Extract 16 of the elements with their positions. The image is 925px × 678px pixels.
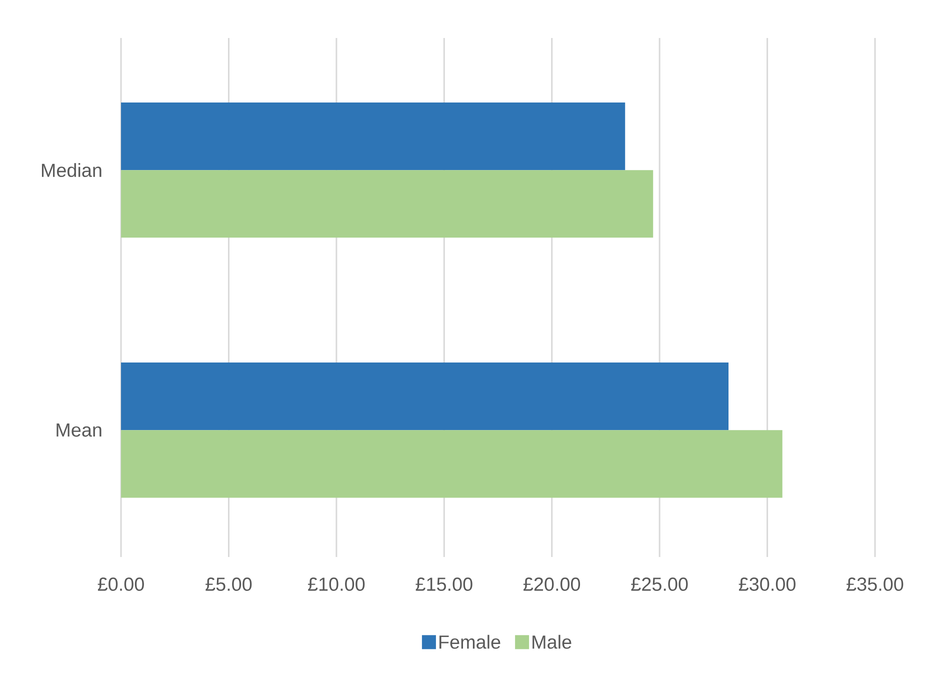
x-tick-label: £5.00 bbox=[206, 577, 252, 591]
bar bbox=[121, 102, 626, 170]
x-tick-label: £0.00 bbox=[98, 577, 144, 591]
legend-label: Male bbox=[532, 634, 572, 649]
x-tick-label: £30.00 bbox=[738, 577, 796, 591]
x-tick-label: £35.00 bbox=[846, 577, 904, 591]
bar bbox=[121, 430, 782, 498]
x-tick-label: £15.00 bbox=[416, 577, 472, 591]
y-tick-label: Mean bbox=[56, 424, 102, 437]
x-tick-label: £25.00 bbox=[631, 577, 688, 591]
bar bbox=[121, 170, 654, 238]
legend-label: Female bbox=[439, 634, 500, 649]
x-tick-label: £10.00 bbox=[308, 577, 365, 591]
x-tick-label: £20.00 bbox=[523, 577, 580, 591]
bar bbox=[121, 362, 729, 430]
y-tick-label: Median bbox=[42, 163, 102, 178]
